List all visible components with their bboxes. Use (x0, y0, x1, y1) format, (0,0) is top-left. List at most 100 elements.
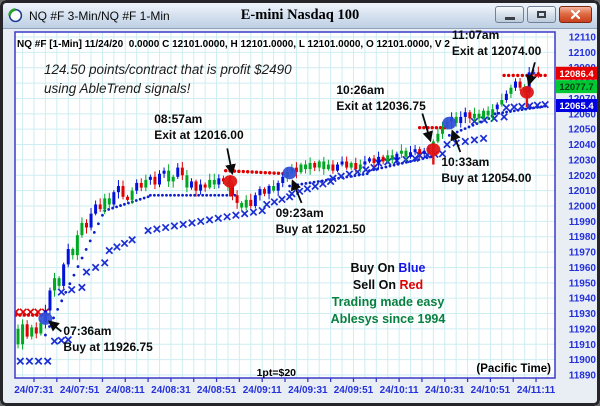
y-axis-label: 11970 (569, 248, 597, 259)
candle-body (121, 186, 125, 197)
x-marker (411, 154, 419, 163)
trend-dot (92, 230, 96, 234)
signal-annotation-buy-1033: 10:33am Buy at 12054.00 (441, 155, 532, 186)
candle-body (440, 127, 444, 134)
x-marker (270, 198, 279, 206)
candle-body (349, 162, 353, 168)
x-axis-label: 24/07:51 (60, 385, 100, 396)
candle-body (208, 179, 212, 188)
candle-body (463, 112, 467, 117)
candle-body (249, 199, 253, 206)
legend-buy-line: Buy On Blue (350, 261, 426, 275)
trend-dot (181, 193, 184, 197)
legend-tagline1: Trading made easy (331, 295, 445, 309)
titlebar[interactable]: NQ #F 3-Min/NQ #F 1-Min E-mini Nasdaq 10… (3, 3, 597, 29)
candle-body (71, 249, 75, 256)
window-controls (495, 6, 592, 23)
candle-body (244, 199, 248, 208)
candle-body (75, 235, 79, 256)
trend-dot (123, 202, 126, 206)
trend-dot (459, 128, 463, 132)
signal-arrow (48, 320, 62, 333)
stop-dot (417, 125, 422, 130)
y-axis-label: 12030 (568, 155, 596, 166)
candle-body (354, 162, 358, 170)
trend-dot (213, 193, 217, 197)
x-marker (214, 214, 223, 223)
candle-body (390, 155, 394, 160)
candle-body (116, 186, 120, 193)
x-marker (311, 182, 319, 191)
candle-body (153, 176, 157, 185)
trend-dot (68, 282, 72, 286)
trend-dot (72, 273, 76, 277)
candle-body (399, 150, 403, 154)
trend-dot (425, 156, 429, 160)
trend-dot (52, 316, 55, 320)
x-marker (105, 246, 114, 255)
trend-dot (193, 193, 197, 197)
trend-dot (505, 110, 508, 114)
x-marker (153, 225, 161, 233)
trend-dot (217, 193, 221, 197)
x-marker (43, 357, 52, 365)
x-marker (25, 357, 34, 365)
candle-body (130, 190, 134, 200)
y-axis-label: 12110 (569, 33, 597, 44)
candle-body (281, 176, 285, 183)
candle-body (336, 164, 340, 171)
legend-tagline2: Ablesys since 1994 (330, 312, 446, 326)
candle-body (148, 176, 152, 180)
stop-dot (430, 125, 434, 130)
candle-body (194, 181, 198, 191)
candle-body (386, 155, 390, 162)
x-marker (470, 136, 479, 144)
trend-dot (177, 193, 180, 197)
candle-body (326, 164, 330, 170)
close-button[interactable] (559, 6, 592, 23)
candle-body (240, 202, 244, 208)
candle-body (139, 182, 143, 188)
point-value-label: 1pt=$20 (256, 367, 296, 379)
price-tag (556, 99, 597, 113)
trend-dot (165, 193, 168, 197)
x-marker (100, 259, 109, 267)
x-marker (461, 137, 470, 146)
x-marker (82, 268, 91, 276)
trend-dot (119, 204, 122, 207)
candle-body (203, 184, 207, 188)
stop-dot (516, 73, 520, 78)
x-marker (329, 174, 337, 183)
trend-dot (44, 333, 47, 337)
x-marker (64, 335, 73, 344)
candle-body (518, 81, 522, 88)
x-marker (443, 140, 451, 149)
candle-body (258, 189, 262, 196)
candle-body (253, 195, 257, 206)
maximize-button[interactable] (527, 6, 556, 23)
x-axis-label: 24/08:51 (197, 385, 237, 396)
stop-dot (276, 171, 281, 175)
candle-body (299, 164, 303, 173)
profit-note: 124.50 points/contract that is profit $2… (44, 60, 292, 98)
candle-body (345, 161, 349, 168)
trend-dot (361, 172, 365, 176)
candle-body (84, 222, 88, 228)
trend-dot (368, 169, 371, 173)
x-marker (262, 200, 271, 209)
candle-body (304, 164, 308, 170)
minimize-button[interactable] (495, 6, 524, 23)
candle-body (409, 152, 413, 157)
candle-body (53, 278, 57, 291)
x-marker (337, 172, 345, 180)
candle-body (509, 87, 513, 94)
window-title: NQ #F 3-Min/NQ #F 1-Min (29, 8, 170, 23)
price-tag-value: 12065.4 (559, 101, 594, 112)
x-marker (50, 337, 59, 346)
candle-body (418, 149, 422, 154)
x-marker (91, 263, 100, 272)
y-axis-label: 12060 (568, 109, 596, 120)
trend-dot (493, 112, 497, 116)
